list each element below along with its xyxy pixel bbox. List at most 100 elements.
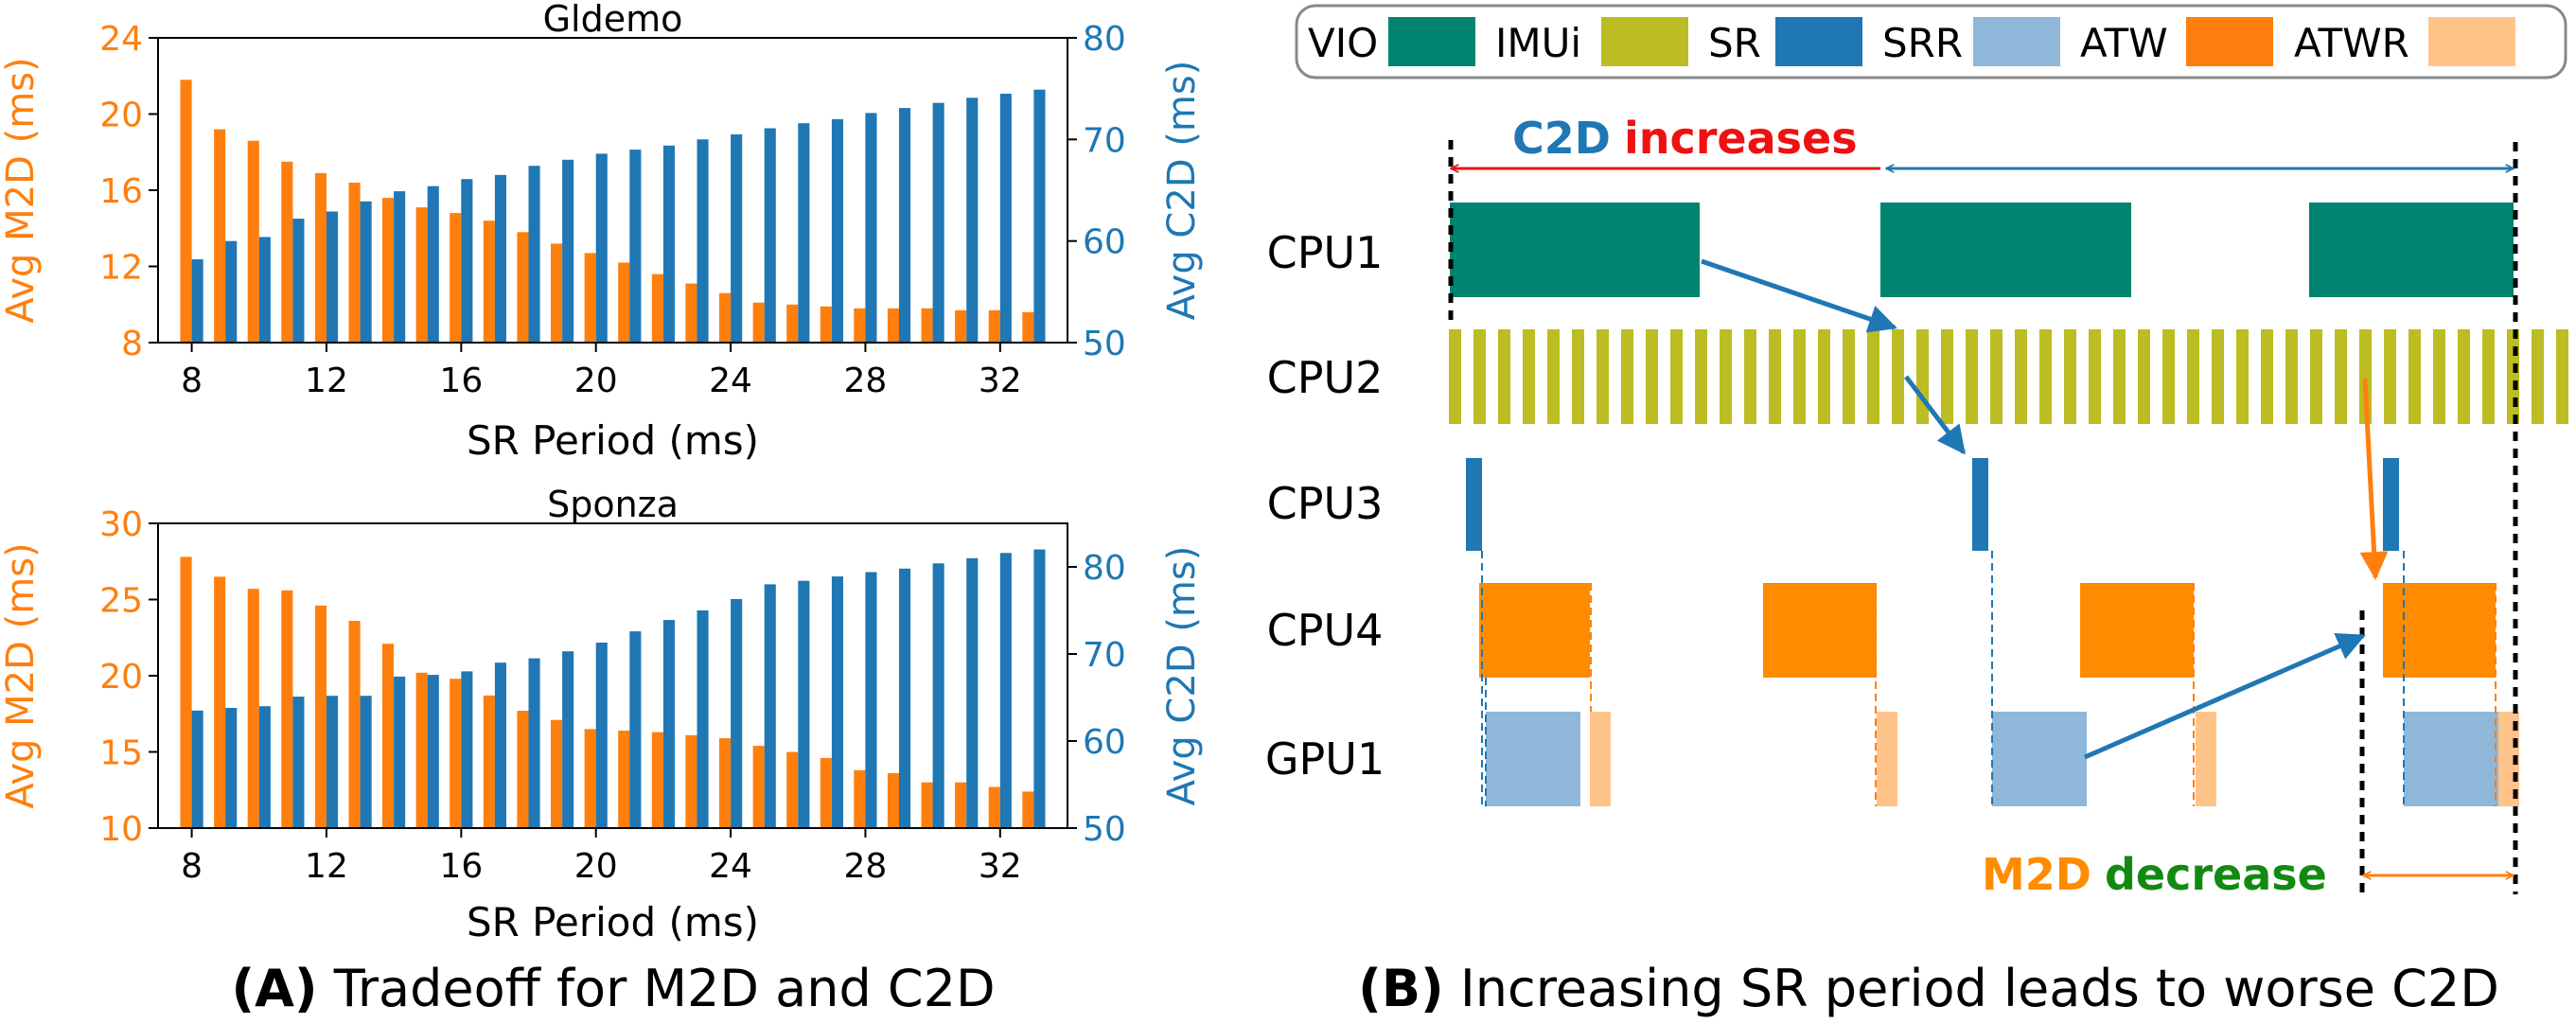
- m2d-bar: [988, 786, 1000, 828]
- y-right-axis-label: Avg C2D (ms): [1160, 61, 1204, 321]
- cpu2-imui-stripe: [1473, 329, 1486, 424]
- cpu2-imui-stripe: [2113, 329, 2126, 424]
- c2d-bar: [191, 710, 203, 828]
- cpu1-vio-block: [1450, 203, 1700, 297]
- x-tick-label: 16: [439, 362, 483, 400]
- c2d-bar: [629, 150, 642, 343]
- cpu2-imui-stripe: [2261, 329, 2273, 424]
- cpu2-imui-stripe: [2064, 329, 2076, 424]
- c2d-bar: [629, 631, 642, 828]
- y-right-tick-label: 50: [1083, 810, 1126, 849]
- c2d-bar: [360, 696, 372, 828]
- x-tick-label: 16: [439, 847, 483, 886]
- c2d-bar: [831, 118, 843, 344]
- m2d-bar: [786, 751, 799, 828]
- dep-arrow-gpu1-cpu4: [2084, 633, 2366, 760]
- c2d-bar: [326, 696, 339, 828]
- cpu4-atw-block: [2080, 583, 2194, 678]
- c2d-bar: [999, 553, 1012, 828]
- c2d-bar: [932, 102, 944, 343]
- c2d-bar: [697, 139, 709, 343]
- y-left-tick-label: 16: [99, 172, 143, 211]
- dep-arrow-cpu2-cpu4: [2359, 378, 2389, 580]
- dependency-dashes: [1481, 551, 2497, 806]
- c2d-bar: [731, 599, 743, 828]
- c2d-bar: [1033, 549, 1046, 828]
- cpu2-imui-stripe: [1793, 329, 1806, 424]
- legend-label-atw: ATW: [2080, 20, 2168, 66]
- m2d-bar: [584, 253, 596, 343]
- c2d-bar: [595, 153, 608, 343]
- m2d-bar: [450, 213, 462, 343]
- c2d-bar: [258, 237, 271, 343]
- cpu1-vio-block: [2309, 203, 2514, 297]
- row-label-gpu1: GPU1: [1265, 733, 1385, 785]
- caption-b-text: Increasing SR period leads to worse C2D: [1444, 959, 2499, 1018]
- cpu2-imui-stripe: [1449, 329, 1461, 424]
- cpu2-imui-stripe: [2532, 329, 2544, 424]
- cpu2-imui-stripe: [2212, 329, 2224, 424]
- m2d-bar: [988, 309, 1000, 343]
- sponza-chart: 8 12 16 20 24 28 32 10 15 20 25 30 50 60 70 80 Sponza SR …: [0, 484, 1204, 945]
- m2d-bar: [551, 719, 563, 828]
- m2d-bar: [1022, 791, 1034, 828]
- m2d-bar: [955, 782, 967, 828]
- m2d-bar: [820, 757, 832, 828]
- m2d-bar: [719, 292, 732, 343]
- x-tick-label: 20: [574, 847, 618, 886]
- cpu2-imui-stripe: [1867, 329, 1879, 424]
- m2d-bar: [685, 283, 697, 343]
- c2d-bar: [427, 185, 439, 343]
- y-right-tick-label: 80: [1083, 20, 1126, 59]
- legend-label-atwr: ATWR: [2294, 20, 2409, 66]
- m2d-bar: [921, 782, 933, 828]
- m2d-bar: [551, 243, 563, 343]
- x-axis-label: SR Period (ms): [467, 899, 759, 945]
- m2d-bar: [450, 679, 462, 828]
- y-right-tick-label: 50: [1083, 325, 1126, 363]
- diagram-legend: VIO IMUi SR SRR ATW ATWR: [1308, 17, 2515, 66]
- cpu2-imui-stripe: [2507, 329, 2519, 424]
- cpu2-imui-stripe: [1843, 329, 1855, 424]
- y-left-axis-label: Avg M2D (ms): [0, 57, 43, 323]
- m2d-bar: [854, 769, 866, 828]
- y-left-tick-label: 25: [99, 582, 143, 621]
- m2d-bar: [651, 274, 663, 343]
- c2d-bar: [662, 620, 675, 828]
- m2d-bar: [348, 183, 361, 343]
- cpu2-imui-stripe: [2408, 329, 2421, 424]
- y-left-tick-label: 20: [99, 97, 143, 135]
- cpu2-imui-stripe: [2482, 329, 2495, 424]
- gpu1-atwr-block: [2498, 712, 2519, 806]
- y-left-tick-label: 15: [99, 734, 143, 773]
- c2d-bar: [225, 708, 238, 828]
- m2d-decrease-label: M2D decrease: [1982, 849, 2327, 900]
- c2d-bar: [326, 211, 339, 343]
- c2d-bar: [258, 706, 271, 828]
- x-tick-label: 8: [181, 362, 203, 400]
- y-right-tick-label: 60: [1083, 223, 1126, 262]
- c2d-bar: [932, 563, 944, 828]
- y-left-tick-label: 30: [99, 505, 143, 544]
- m2d-bar: [314, 172, 326, 343]
- cpu2-imui-stripe: [1646, 329, 1658, 424]
- legend-swatch-srr: [1973, 17, 2060, 66]
- m2d-bar: [517, 711, 529, 828]
- row-label-cpu3: CPU3: [1267, 478, 1384, 529]
- caption-b: (B) Increasing SR period leads to worse …: [1358, 959, 2499, 1018]
- y-left-tick-label: 8: [121, 325, 143, 363]
- y-right-tick-label: 60: [1083, 723, 1126, 762]
- x-tick-label: 12: [305, 362, 348, 400]
- c2d-bar: [394, 191, 406, 343]
- m2d-bar: [180, 79, 192, 344]
- c2d-bar: [764, 584, 776, 828]
- decrease-label-word: decrease: [2105, 849, 2327, 900]
- x-tick-label: 32: [979, 362, 1022, 400]
- legend-label-srr: SRR: [1882, 20, 1963, 66]
- caption-a: (A) Tradeoff for M2D and C2D: [231, 959, 995, 1018]
- cpu2-imui-stripe: [2285, 329, 2298, 424]
- c2d-bar: [1033, 89, 1046, 343]
- cpu2-imui-stripe: [2310, 329, 2322, 424]
- m2d-bar: [887, 773, 899, 828]
